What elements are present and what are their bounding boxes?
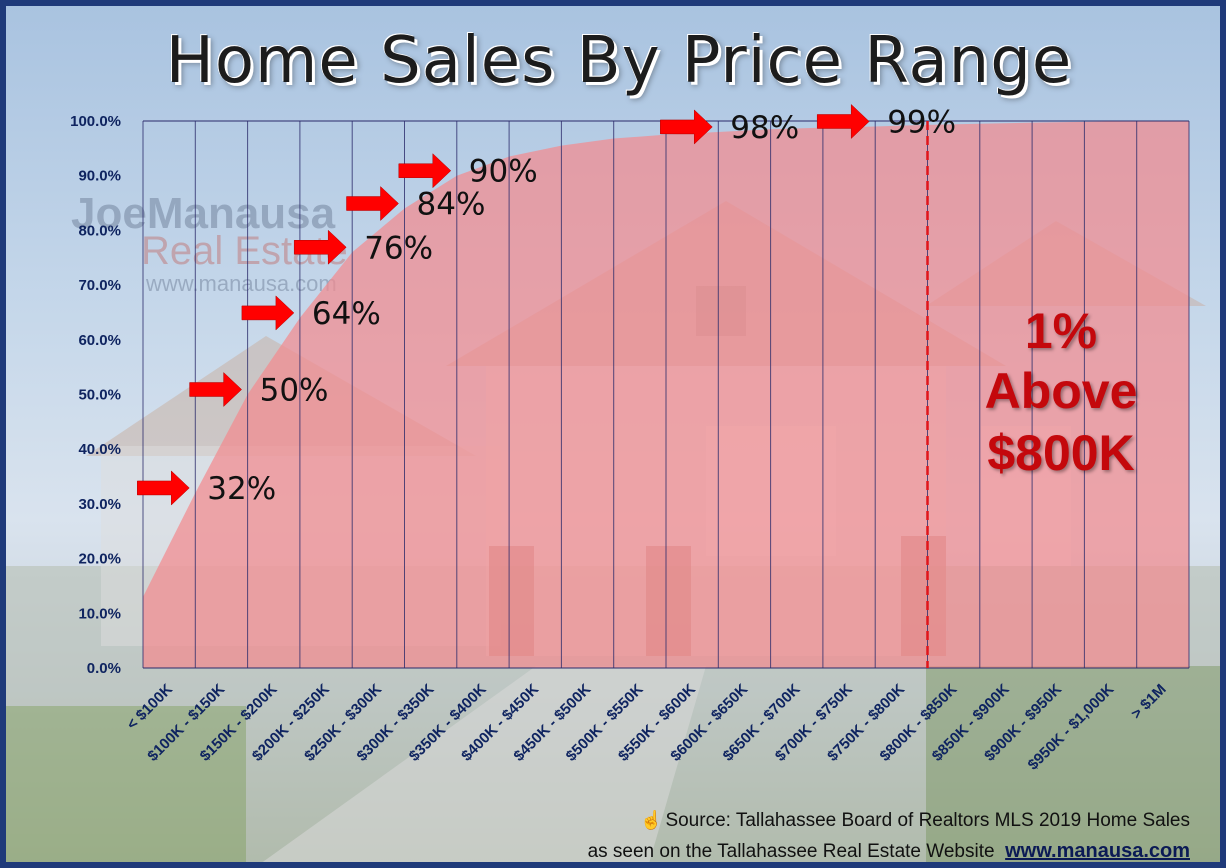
y-tick-label: 10.0% xyxy=(78,605,121,622)
x-tick-label: > $1M xyxy=(1128,681,1170,723)
callout-label: 99% xyxy=(887,104,956,140)
y-tick-label: 40.0% xyxy=(78,441,121,458)
y-tick-label: 70.0% xyxy=(78,277,121,294)
red-arrow-icon xyxy=(241,295,295,331)
y-tick-label: 0.0% xyxy=(87,660,121,677)
source-note: ☝ Source: Tallahassee Board of Realtors M… xyxy=(587,805,1190,862)
y-tick-label: 90.0% xyxy=(78,168,121,185)
callout-group: 32% xyxy=(137,470,276,507)
y-tick-label: 80.0% xyxy=(78,222,121,239)
callout-group: 98% xyxy=(660,109,799,146)
red-arrow-icon xyxy=(346,185,399,222)
annotation-percent: 1% xyxy=(1024,303,1098,359)
callout-group: 64% xyxy=(241,295,381,332)
red-arrow-icon xyxy=(189,371,242,408)
callout-group: 84% xyxy=(346,185,486,223)
y-tick-label: 50.0% xyxy=(78,387,121,404)
hand-pointer-icon: ☝ xyxy=(640,810,663,830)
source-line: Source: Tallahassee Board of Realtors ML… xyxy=(665,810,1190,831)
annotation-threshold: $800K xyxy=(987,425,1135,481)
above-800k-annotation: 1% Above $800K xyxy=(946,301,1176,485)
chart-title: Home Sales By Price Range xyxy=(165,24,1073,98)
callout-label: 50% xyxy=(260,373,329,409)
callout-group: 50% xyxy=(189,371,329,409)
annotation-above: Above xyxy=(984,363,1138,419)
red-arrow-icon xyxy=(398,153,452,189)
callout-label: 84% xyxy=(417,187,486,223)
source-website-text: as seen on the Tallahassee Real Estate W… xyxy=(587,841,995,862)
callout-label: 90% xyxy=(469,154,538,190)
red-arrow-icon xyxy=(293,229,347,265)
callout-label: 64% xyxy=(312,296,381,332)
y-tick-label: 100.0% xyxy=(70,113,121,130)
callout-group: 90% xyxy=(398,153,538,190)
y-tick-label: 20.0% xyxy=(78,551,121,568)
y-tick-label: 30.0% xyxy=(78,496,121,513)
svg-text:JoeManausa: JoeManausa xyxy=(71,189,336,238)
red-arrow-icon xyxy=(816,103,870,140)
callout-group: 99% xyxy=(816,103,956,140)
x-tick-label: < $100K xyxy=(124,681,177,734)
svg-text:www.manausa.com: www.manausa.com xyxy=(145,271,337,296)
callout-label: 32% xyxy=(207,471,276,507)
y-tick-label: 60.0% xyxy=(78,332,121,349)
website-link[interactable]: www.manausa.com xyxy=(1005,840,1190,862)
callout-group: 76% xyxy=(293,229,433,266)
callout-label: 76% xyxy=(364,230,433,266)
red-arrow-icon xyxy=(137,470,190,506)
callout-label: 98% xyxy=(730,110,799,146)
area-chart: 0.0% 10.0% 20.0% 30.0% 40.0% 50.0% 60.0% 70.0% 8… xyxy=(70,103,1190,774)
red-arrow-icon xyxy=(660,109,713,145)
